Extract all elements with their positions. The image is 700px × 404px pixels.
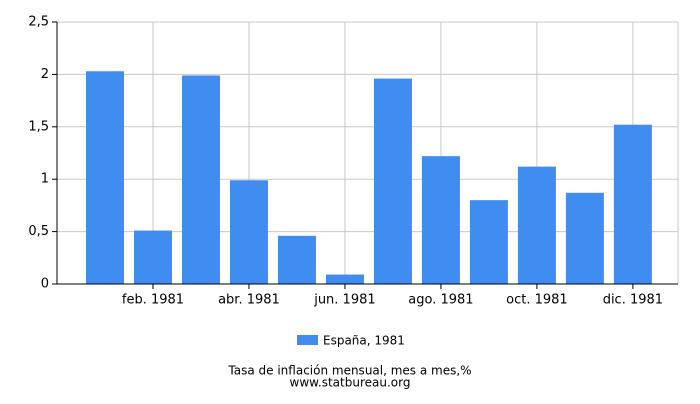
bar: [565, 192, 604, 284]
y-tick-label: 2,5: [28, 15, 49, 30]
bar: [229, 180, 268, 284]
x-tick-label: abr. 1981: [218, 293, 280, 308]
bar: [133, 230, 172, 284]
x-tick-label: jun. 1981: [313, 293, 375, 308]
x-tick-label: oct. 1981: [506, 293, 568, 308]
source: www.statbureau.org: [290, 376, 411, 390]
y-tick-label: 0: [41, 277, 49, 292]
bar: [469, 200, 508, 284]
y-tick-label: 1,5: [28, 119, 49, 134]
bar: [517, 166, 556, 284]
y-tick-label: 0,5: [28, 224, 49, 239]
bar: [181, 75, 220, 284]
bar: [277, 235, 316, 284]
legend-label: España, 1981: [323, 334, 405, 348]
bar: [373, 78, 412, 284]
x-tick-label: ago. 1981: [408, 293, 473, 308]
bar: [613, 124, 652, 284]
bar: [421, 156, 460, 284]
bar: [325, 274, 364, 284]
y-tick-label: 2: [41, 67, 49, 82]
bar: [85, 71, 124, 284]
x-tick-label: dic. 1981: [603, 293, 663, 308]
x-tick-label: feb. 1981: [122, 293, 184, 308]
legend-swatch: [297, 335, 318, 345]
chart-title: Tasa de inflación mensual, mes a mes,%: [227, 364, 471, 378]
y-tick-label: 1: [41, 172, 49, 187]
